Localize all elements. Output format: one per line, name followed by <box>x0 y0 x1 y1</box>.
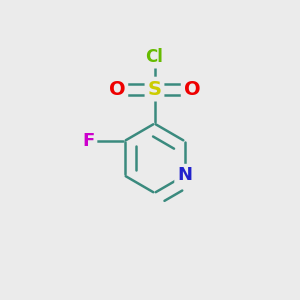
Text: N: N <box>177 167 192 184</box>
Text: Cl: Cl <box>146 48 164 66</box>
Text: S: S <box>148 80 161 99</box>
Text: O: O <box>184 80 200 99</box>
Text: O: O <box>109 80 125 99</box>
Text: F: F <box>82 132 94 150</box>
